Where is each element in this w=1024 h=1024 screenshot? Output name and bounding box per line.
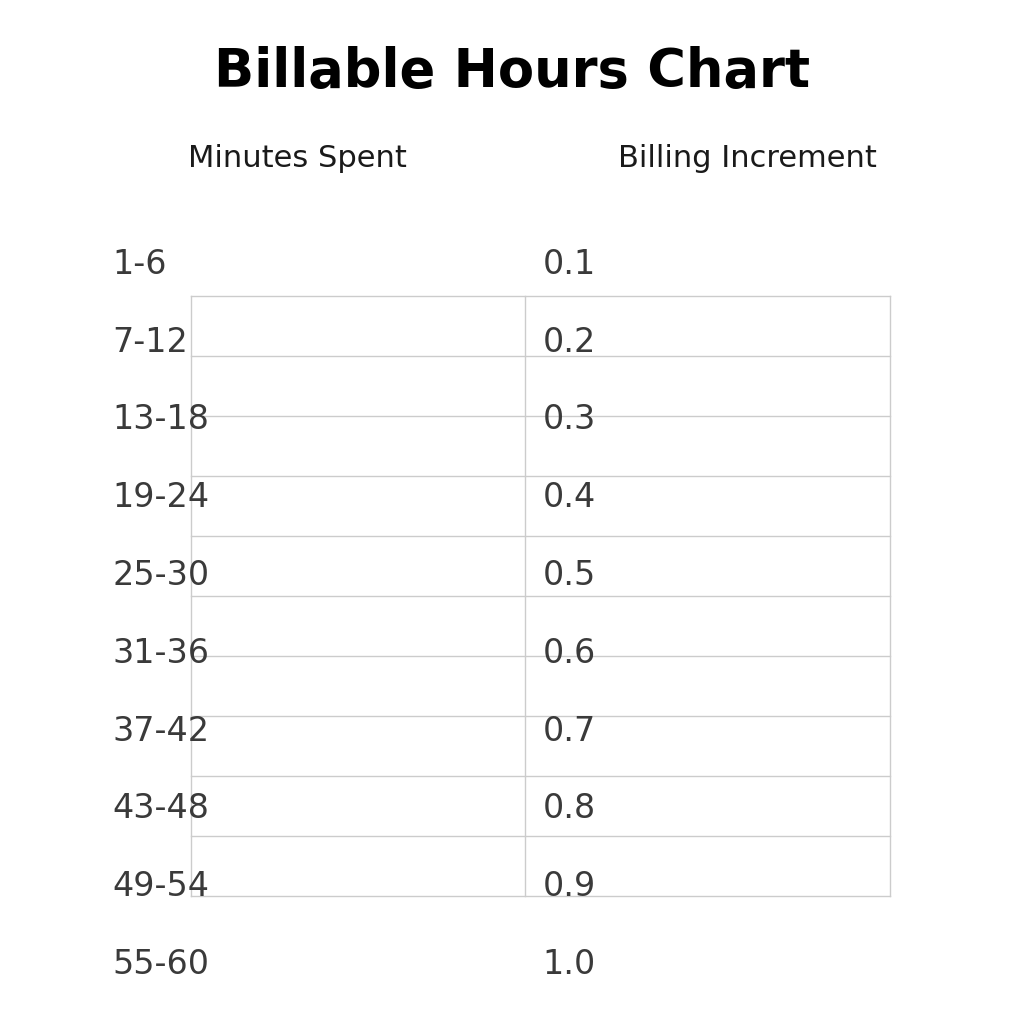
Text: 0.6: 0.6 (543, 637, 596, 670)
Text: 7-12: 7-12 (113, 326, 188, 358)
Text: 49-54: 49-54 (113, 870, 210, 903)
Text: 0.3: 0.3 (543, 403, 596, 436)
Text: 37-42: 37-42 (113, 715, 210, 748)
Text: 0.5: 0.5 (543, 559, 596, 592)
Text: 0.8: 0.8 (543, 793, 596, 825)
Text: 0.1: 0.1 (543, 248, 596, 281)
Text: 13-18: 13-18 (113, 403, 210, 436)
Text: 0.7: 0.7 (543, 715, 596, 748)
Text: 0.9: 0.9 (543, 870, 596, 903)
Text: 0.4: 0.4 (543, 481, 596, 514)
Text: 1-6: 1-6 (113, 248, 167, 281)
Text: Billable Hours Chart: Billable Hours Chart (214, 46, 810, 97)
Text: 55-60: 55-60 (113, 948, 210, 981)
Text: Minutes Spent: Minutes Spent (187, 144, 407, 173)
Text: 0.2: 0.2 (543, 326, 596, 358)
Text: 19-24: 19-24 (113, 481, 210, 514)
Text: 1.0: 1.0 (543, 948, 596, 981)
Text: 25-30: 25-30 (113, 559, 210, 592)
Text: Billing Increment: Billing Increment (618, 144, 877, 173)
Text: 43-48: 43-48 (113, 793, 210, 825)
Text: 31-36: 31-36 (113, 637, 210, 670)
